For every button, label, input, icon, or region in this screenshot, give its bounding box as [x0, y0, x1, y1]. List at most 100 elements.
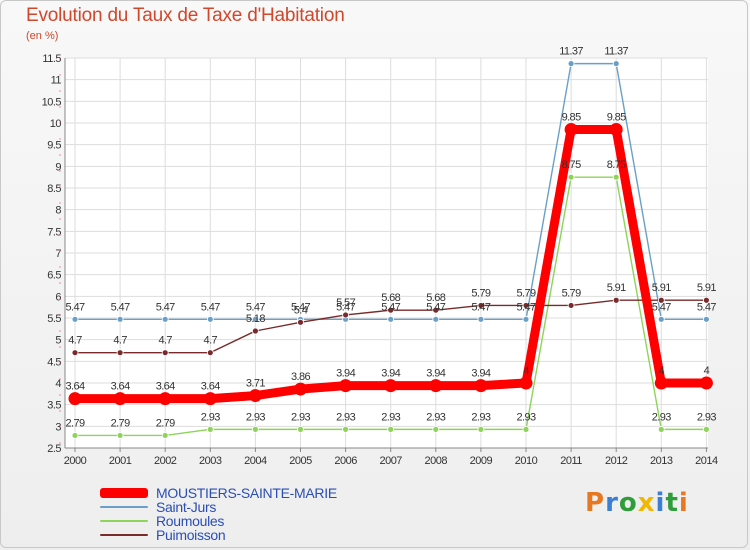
data-label-saint-jurs: 5.47: [697, 301, 716, 313]
legend-label-saint-jurs: Saint-Jurs: [156, 499, 217, 515]
data-label-moustiers-sainte-marie: 3.94: [381, 368, 400, 380]
data-point-saint-jurs: [71, 315, 79, 323]
data-label-moustiers-sainte-marie: 4: [659, 365, 665, 377]
data-point-moustiers-sainte-marie: [699, 376, 713, 390]
data-label-saint-jurs: 5.47: [201, 301, 220, 313]
data-label-moustiers-sainte-marie: 3.64: [201, 381, 220, 393]
data-point-moustiers-sainte-marie: [519, 376, 533, 390]
y-tick-label: 10.5: [42, 96, 62, 108]
data-label-puimoisson: 5.91: [697, 282, 716, 294]
data-point-moustiers-sainte-marie: [609, 123, 623, 136]
x-tick-label: 2007: [379, 455, 402, 467]
data-label-puimoisson: 5.79: [516, 287, 535, 299]
data-label-saint-jurs: 5.47: [246, 301, 265, 313]
y-tick-label: 8: [55, 205, 61, 217]
data-point-moustiers-sainte-marie: [158, 392, 172, 406]
data-point-puimoisson: [703, 296, 710, 304]
data-label-moustiers-sainte-marie: 3.86: [291, 371, 310, 383]
data-point-saint-jurs: [251, 315, 259, 323]
data-point-puimoisson: [206, 349, 214, 357]
y-tick-label: 10: [50, 118, 62, 130]
legend-swatch-roumoules: [100, 520, 148, 522]
x-tick-label: 2006: [334, 455, 357, 467]
data-point-moustiers-sainte-marie: [339, 379, 353, 393]
x-tick-label: 2002: [154, 455, 177, 467]
data-point-saint-jurs: [432, 315, 440, 323]
logo-letter: t: [665, 488, 679, 518]
data-point-saint-jurs: [387, 315, 395, 323]
data-point-saint-jurs: [703, 315, 710, 323]
logo-letter: x: [637, 488, 656, 518]
data-point-roumoules: [477, 425, 485, 433]
data-point-roumoules: [432, 425, 440, 433]
data-label-puimoisson: 4.7: [158, 335, 172, 347]
y-tick-label: 4: [55, 378, 61, 390]
data-label-moustiers-sainte-marie: 9.85: [607, 112, 626, 124]
data-point-moustiers-sainte-marie: [429, 379, 443, 393]
data-label-moustiers-sainte-marie: 4: [523, 365, 529, 377]
data-point-roumoules: [567, 173, 575, 181]
legend-swatch-moustiers: [100, 488, 148, 498]
data-point-saint-jurs: [657, 315, 665, 323]
x-tick-label: 2009: [470, 455, 493, 467]
data-point-moustiers-sainte-marie: [474, 379, 488, 393]
data-label-puimoisson: 5.79: [471, 287, 490, 299]
data-point-puimoisson: [522, 302, 530, 309]
data-label-puimoisson: 5.91: [652, 282, 671, 294]
data-label-puimoisson: 5.68: [381, 292, 400, 304]
data-point-moustiers-sainte-marie: [203, 392, 217, 406]
data-label-moustiers-sainte-marie: 3.71: [246, 378, 265, 390]
data-point-moustiers-sainte-marie: [248, 389, 262, 403]
data-point-puimoisson: [432, 306, 440, 314]
y-tick-label: 7: [55, 248, 61, 260]
data-point-roumoules: [161, 432, 169, 439]
x-tick-label: 2014: [695, 455, 718, 467]
data-point-saint-jurs: [567, 60, 575, 68]
x-tick-label: 2001: [109, 455, 132, 467]
data-label-roumoules: 2.93: [516, 411, 535, 423]
data-point-roumoules: [703, 425, 710, 433]
data-point-saint-jurs: [116, 315, 124, 323]
data-label-saint-jurs: 5.47: [426, 301, 445, 313]
x-tick-label: 2012: [605, 455, 628, 467]
data-point-puimoisson: [387, 306, 395, 314]
data-label-saint-jurs: 5.47: [652, 301, 671, 313]
data-point-moustiers-sainte-marie: [294, 382, 307, 396]
y-tick-label: 11: [51, 75, 62, 87]
y-tick-label: 9: [55, 161, 61, 173]
y-tick-label: 5.5: [47, 313, 61, 325]
data-point-saint-jurs: [161, 315, 169, 323]
data-label-puimoisson: 5.68: [426, 292, 445, 304]
y-tick-label: 5: [55, 335, 61, 347]
data-label-moustiers-sainte-marie: 3.94: [336, 368, 355, 380]
data-point-puimoisson: [251, 327, 259, 335]
data-label-puimoisson: 4.7: [68, 335, 82, 347]
data-label-saint-jurs: 5.47: [516, 301, 535, 313]
data-label-saint-jurs: 11.37: [559, 46, 583, 58]
data-point-saint-jurs: [522, 315, 530, 323]
legend-swatch-puimoisson: [100, 534, 148, 536]
data-label-roumoules: 2.93: [697, 411, 716, 423]
data-point-puimoisson: [612, 296, 620, 304]
x-tick-label: 2004: [244, 455, 267, 467]
y-tick-label: 11.5: [42, 53, 61, 65]
data-label-puimoisson: 5.91: [607, 282, 626, 294]
logo-letter: i: [678, 488, 689, 518]
y-tick-label: 9.5: [47, 140, 61, 152]
y-tick-label: 4.5: [47, 356, 61, 368]
data-label-moustiers-sainte-marie: 3.64: [156, 381, 175, 393]
legend-label-roumoules: Roumoules: [156, 513, 225, 529]
data-point-puimoisson: [297, 318, 304, 326]
data-label-saint-jurs: 5.47: [111, 301, 130, 313]
proxiti-logo: Proxiti: [585, 488, 689, 518]
data-label-roumoules: 2.93: [471, 411, 490, 423]
data-label-roumoules: 2.93: [426, 411, 445, 423]
data-label-saint-jurs: 5.47: [156, 301, 175, 313]
data-point-roumoules: [342, 425, 350, 433]
data-point-roumoules: [71, 432, 79, 439]
y-axis-unit: (en %): [26, 30, 59, 42]
data-label-roumoules: 2.79: [111, 417, 130, 429]
data-label-puimoisson: 5.4: [294, 304, 308, 316]
x-tick-label: 2013: [650, 455, 673, 467]
